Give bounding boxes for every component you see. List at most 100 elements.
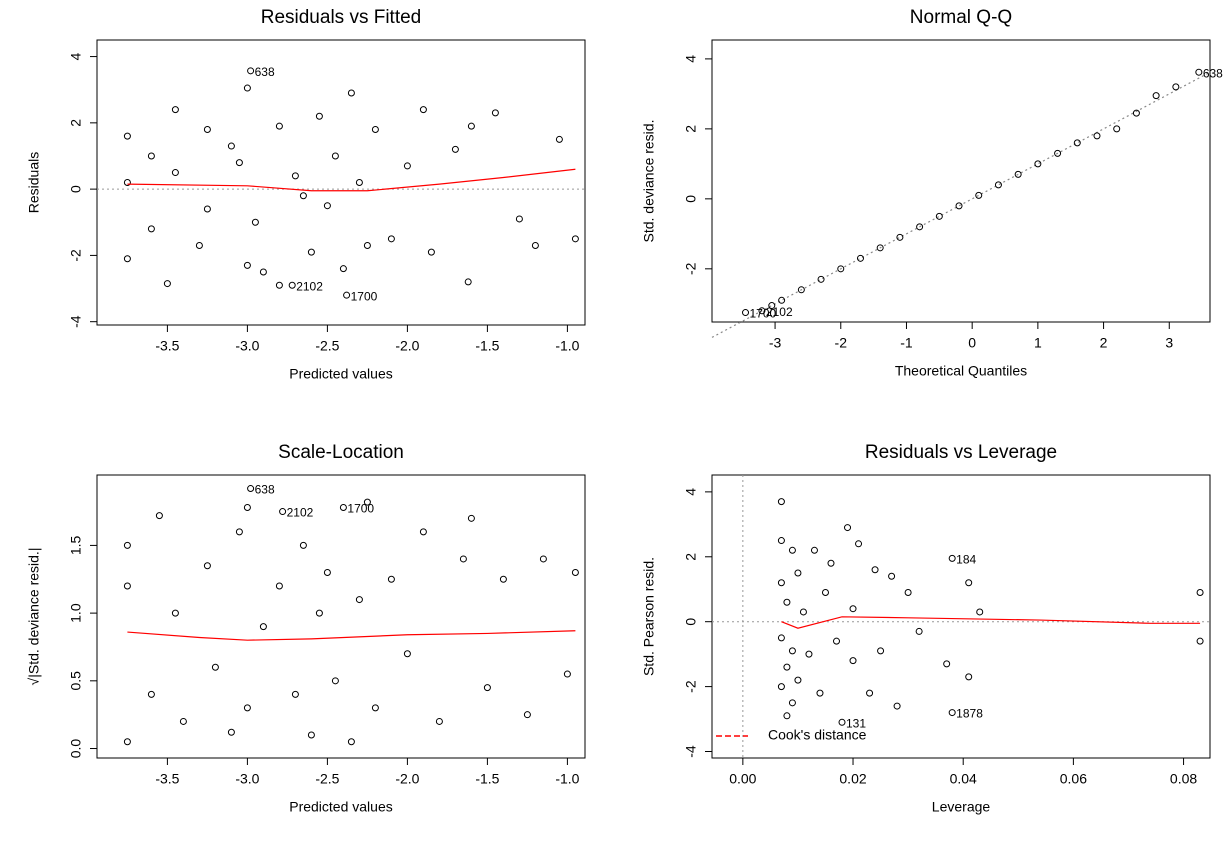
point-label: 2102	[287, 506, 314, 520]
point	[965, 579, 973, 587]
point	[1034, 160, 1042, 168]
point	[403, 162, 411, 170]
point	[247, 485, 255, 493]
x-tick-label: 0	[968, 335, 976, 351]
y-tick-label: -2	[683, 680, 699, 693]
point	[871, 566, 879, 574]
point	[571, 568, 579, 576]
point	[783, 598, 791, 606]
point	[994, 181, 1002, 189]
point	[1054, 149, 1062, 157]
point	[827, 559, 835, 567]
y-tick-label: -2	[68, 249, 84, 262]
point	[788, 546, 796, 554]
point	[259, 623, 267, 631]
point	[243, 84, 251, 92]
x-tick-label: 0.04	[950, 771, 977, 787]
point	[363, 241, 371, 249]
point	[147, 152, 155, 160]
point	[777, 498, 785, 506]
point	[299, 541, 307, 549]
point	[288, 281, 296, 289]
point	[299, 192, 307, 200]
point-label: 638	[1203, 66, 1223, 80]
point-label: 184	[956, 553, 976, 567]
point	[363, 498, 371, 506]
point	[1132, 109, 1140, 117]
point	[943, 660, 951, 668]
point	[123, 179, 131, 186]
point	[403, 650, 411, 658]
point	[419, 528, 427, 536]
x-tick-label: -3	[769, 335, 782, 351]
point	[563, 670, 571, 678]
point	[355, 596, 363, 604]
y-tick-label: 1.5	[68, 535, 84, 555]
point-label: 1878	[956, 707, 983, 721]
point	[788, 699, 796, 707]
point	[291, 690, 299, 698]
x-tick-label: 3	[1165, 335, 1173, 351]
point	[147, 690, 155, 698]
reference-line	[711, 71, 1211, 338]
y-tick-label: 2	[68, 119, 84, 127]
point	[948, 554, 956, 562]
point	[866, 689, 874, 697]
point	[810, 546, 818, 554]
point	[783, 663, 791, 671]
y-axis-label: Std. deviance resid.	[641, 120, 657, 243]
y-axis-label: √|Std. deviance resid.|	[26, 548, 42, 686]
point	[203, 125, 211, 133]
x-tick-label: -3.0	[235, 771, 259, 787]
point-label: 638	[255, 483, 275, 497]
point	[1152, 92, 1160, 100]
point	[856, 254, 864, 262]
smoother-line	[127, 168, 576, 192]
point	[291, 172, 299, 180]
point	[339, 265, 347, 273]
point	[844, 524, 852, 532]
x-tick-label: -1.0	[555, 338, 579, 354]
point	[464, 278, 472, 286]
point	[935, 212, 943, 220]
y-tick-label: -4	[68, 315, 84, 328]
point-label: 1700	[347, 502, 374, 516]
x-tick-label: -1.5	[475, 771, 499, 787]
x-tick-label: 0.02	[839, 771, 866, 787]
y-tick-label: 0	[683, 618, 699, 626]
x-tick-label: 1	[1034, 335, 1042, 351]
point	[896, 233, 904, 241]
point	[777, 683, 785, 691]
point	[955, 202, 963, 210]
point	[279, 508, 287, 516]
point	[531, 241, 539, 249]
point	[275, 281, 283, 289]
point	[571, 235, 579, 243]
chart-title: Normal Q-Q	[910, 7, 1012, 28]
x-tick-label: -2.0	[395, 338, 419, 354]
point	[211, 663, 219, 671]
point	[203, 562, 211, 570]
point	[849, 657, 857, 665]
x-tick-label: -2.5	[315, 771, 339, 787]
point	[155, 512, 163, 520]
point	[123, 738, 131, 746]
point	[347, 89, 355, 97]
y-tick-label: 0	[683, 195, 699, 203]
chart-title: Residuals vs Leverage	[865, 442, 1057, 463]
point	[777, 579, 785, 587]
point	[243, 704, 251, 712]
point	[347, 738, 355, 746]
point	[163, 280, 171, 288]
point	[307, 248, 315, 256]
x-tick-label: -3.5	[155, 771, 179, 787]
point	[1172, 83, 1180, 91]
smoother-line	[127, 630, 576, 641]
point	[778, 296, 786, 304]
x-axis-label: Predicted values	[289, 799, 393, 815]
y-axis-label: Std. Pearson resid.	[641, 557, 657, 676]
point	[235, 159, 243, 167]
point	[1113, 125, 1121, 133]
y-tick-label: 2	[683, 125, 699, 133]
point	[555, 135, 563, 143]
